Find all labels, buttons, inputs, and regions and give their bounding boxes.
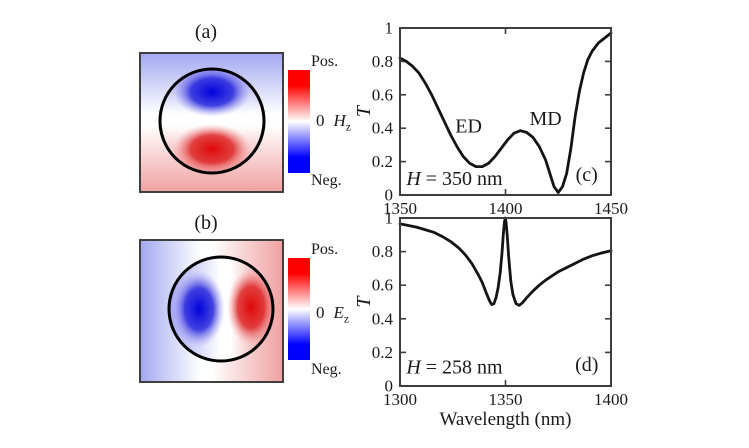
field-map-frame — [139, 52, 284, 193]
colorbar-b-negative-label: Neg. — [311, 361, 342, 378]
colorbar-b-zero-label: 0 Ez — [316, 304, 349, 324]
y-tick-label: 0.2 — [372, 343, 393, 362]
field-map-ez — [139, 239, 284, 383]
zero-value: 0 — [316, 303, 325, 322]
x-tick-label: 1300 — [383, 390, 417, 409]
positive-lobe — [227, 269, 273, 345]
zero-value: 0 — [316, 111, 325, 130]
y-tick-label: 0.8 — [372, 52, 393, 71]
y-tick-label: 0 — [385, 186, 394, 205]
y-tick-label: 0.6 — [372, 85, 393, 104]
colorbar-hz — [288, 70, 310, 173]
y-tick-label: 0.6 — [372, 276, 393, 295]
y-tick-label: 0 — [385, 377, 394, 396]
annotation: H = 258 nm — [405, 357, 503, 379]
panel-b-label: (b) — [194, 212, 218, 234]
x-tick-label: 1350 — [489, 390, 523, 409]
annotation: MD — [529, 108, 561, 130]
annotation: ED — [455, 116, 482, 138]
annotation: (c) — [576, 164, 598, 186]
colorbar-a-positive-label: Pos. — [311, 53, 339, 70]
field-map-hz — [139, 52, 284, 193]
x-tick-label: 1450 — [594, 199, 628, 218]
y-tick-label: 0.4 — [372, 309, 394, 328]
y-tick-label: 1 — [385, 19, 394, 38]
y-tick-label: 0.4 — [372, 119, 394, 138]
y-tick-label: 0.2 — [372, 152, 393, 171]
annotation: (d) — [575, 354, 598, 376]
panel-a-label: (a) — [194, 21, 218, 43]
axes-frame — [399, 217, 612, 387]
field-symbol-ez: Ez — [333, 303, 350, 326]
negative-lobe — [173, 69, 251, 117]
y-axis-label: T — [353, 295, 375, 308]
colorbar-b-positive-label: Pos. — [311, 241, 339, 258]
field-map-frame — [139, 239, 284, 383]
transmission-curve — [398, 31, 613, 194]
field-symbol-hz: Hz — [333, 111, 352, 134]
y-tick-label: 0.8 — [372, 242, 393, 261]
colorbar-a-zero-label: 0 Hz — [316, 112, 351, 132]
x-tick-label: 1350 — [383, 199, 417, 218]
colorbar-a-negative-label: Neg. — [311, 172, 342, 189]
negative-lobe — [173, 271, 225, 347]
nanodisk-outline — [167, 255, 275, 363]
transmission-spectrum-c: 1350 1400 1450 0 0.2 0.4 0.6 0.8 1 ED MD H = 350 nm… — [353, 19, 628, 219]
x-axis-label: Wavelength (nm) — [440, 409, 572, 430]
positive-lobe — [173, 124, 251, 173]
axes-frame — [399, 27, 612, 196]
transmission-curve — [398, 216, 613, 307]
annotation: H = 350 nm — [405, 168, 503, 190]
y-tick-label: 1 — [385, 209, 394, 228]
nanodisk-outline — [158, 67, 266, 175]
x-tick-label: 1400 — [489, 199, 523, 218]
y-axis-label: T — [353, 104, 375, 117]
transmission-spectrum-d: 1300 1350 1400 0 0.2 0.4 0.6 0.8 1 H = 258 nm (d) T… — [353, 209, 628, 430]
colorbar-ez — [288, 258, 310, 360]
x-tick-label: 1400 — [594, 390, 628, 409]
